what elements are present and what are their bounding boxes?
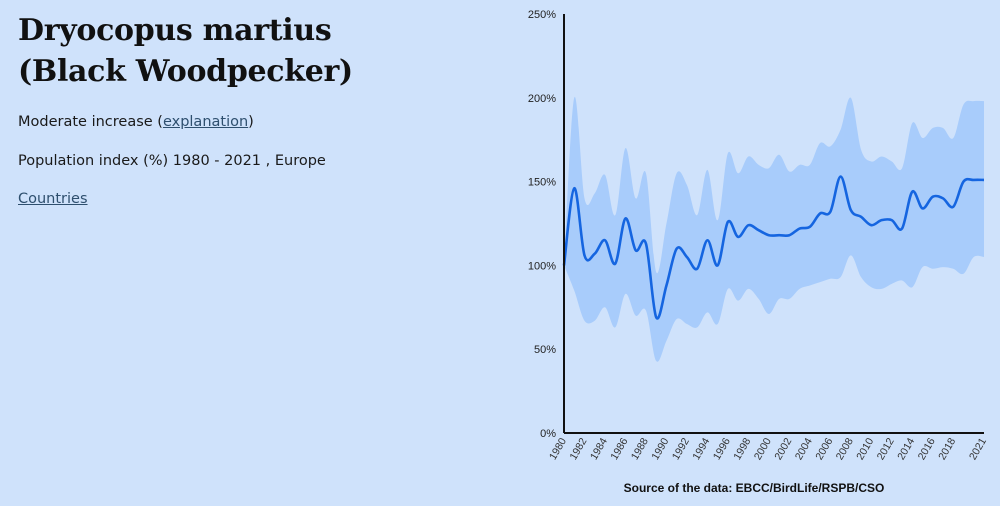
x-tick-label: 2008 xyxy=(834,436,856,462)
y-tick-label: 100% xyxy=(528,260,556,272)
x-tick-label: 1996 xyxy=(711,436,733,462)
species-title-line1: Dryocopus martius xyxy=(18,13,332,48)
x-tick-label: 1994 xyxy=(690,436,712,462)
x-tick-label: 1992 xyxy=(670,436,692,462)
countries-link[interactable]: Countries xyxy=(18,191,88,207)
y-tick-label: 0% xyxy=(540,428,556,440)
y-tick-label: 50% xyxy=(534,344,556,356)
trend-suffix: ) xyxy=(248,114,254,130)
x-tick-label: 1984 xyxy=(588,436,610,462)
x-tick-label: 2014 xyxy=(895,436,917,462)
y-tick-label: 250% xyxy=(528,9,556,21)
x-tick-label: 1986 xyxy=(608,436,630,462)
y-tick-label: 200% xyxy=(528,93,556,105)
x-tick-label: 2021 xyxy=(967,436,989,462)
population-index-line xyxy=(562,175,985,320)
x-tick-label: 2004 xyxy=(793,436,815,462)
population-index-chart: 0%50%100%150%200%250%1980198219841986198… xyxy=(528,9,989,495)
trend-prefix: Moderate increase ( xyxy=(18,114,163,130)
species-title-line2: (Black Woodpecker) xyxy=(18,54,353,89)
x-tick-label: 2006 xyxy=(813,436,835,462)
x-tick-label: 2010 xyxy=(854,436,876,462)
explanation-link[interactable]: explanation xyxy=(162,114,249,130)
x-tick-label: 2002 xyxy=(772,436,794,462)
x-tick-label: 1990 xyxy=(649,436,671,462)
index-caption: Population index (%) 1980 - 2021 , Europ… xyxy=(18,153,326,169)
x-tick-label: 1998 xyxy=(731,436,753,462)
species-title: Dryocopus martius (Black Woodpecker) xyxy=(18,10,478,92)
x-tick-label: 2012 xyxy=(875,436,897,462)
x-tick-label: 2000 xyxy=(752,436,774,462)
x-tick-label: 1988 xyxy=(629,436,651,462)
species-info-panel: Dryocopus martius (Black Woodpecker) Mod… xyxy=(18,10,478,207)
trend-text: Moderate increase (explanation) xyxy=(18,114,478,130)
x-tick-label: 2018 xyxy=(936,436,958,462)
x-tick-label: 2016 xyxy=(916,436,938,462)
x-tick-label: 1982 xyxy=(567,436,589,462)
data-source-note: Source of the data: EBCC/BirdLife/RSPB/C… xyxy=(624,481,885,495)
confidence-band xyxy=(564,96,984,362)
y-tick-label: 150% xyxy=(528,177,556,189)
